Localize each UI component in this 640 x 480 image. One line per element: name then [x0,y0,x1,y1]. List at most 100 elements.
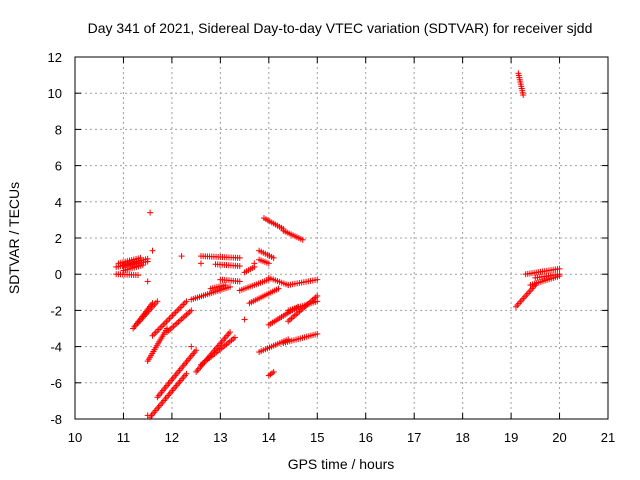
data-point [265,260,272,267]
grid-lines [75,57,608,419]
x-tick-label: 20 [552,430,566,445]
data-arc-arc-21 [256,336,292,356]
x-tick-label: 13 [213,430,227,445]
data-point [183,370,190,377]
y-axis-label: SDTVAR / TECUs [6,182,22,294]
data-point [157,324,164,331]
data-point [154,328,161,335]
data-point [188,307,195,314]
data-arc-arc-24 [260,215,287,232]
data-point [152,329,159,336]
y-tick-label: 10 [48,86,62,101]
x-tick-label: 15 [310,430,324,445]
data-point [556,265,563,272]
data-point [314,292,321,299]
data-arc-arc-36 [527,273,563,289]
data-arc-arc-31 [285,298,321,314]
data-point [144,412,151,419]
data-arc-arc-18 [217,276,243,285]
data-arc-arc-33 [256,256,272,267]
data-point [174,307,181,314]
data-point [168,313,175,320]
data-arc-arc-11 [164,307,195,336]
data-point [178,303,185,310]
data-point [181,299,188,306]
data-point [222,282,229,289]
data-point [556,271,563,278]
data-arc-arc-06 [134,298,161,327]
data-point [236,263,243,270]
data-point [149,247,156,254]
y-tick-label: 2 [55,231,62,246]
data-arc-arc-16 [212,261,243,270]
data-point [163,318,170,325]
x-tick-label: 11 [117,430,131,445]
x-tick-label: 14 [262,430,276,445]
data-arc-arc-08 [154,347,200,401]
y-tick-label: -8 [50,412,62,427]
x-axis-label: GPS time / hours [288,456,395,472]
data-arc-arc-04 [120,262,146,274]
data-arc-arc-28 [285,276,321,289]
data-point [144,278,151,285]
data-point [314,330,321,337]
data-arc-arc-14 [188,283,234,303]
data-point [139,262,146,269]
y-tick-label: -6 [50,376,62,391]
x-tick-label: 17 [407,430,421,445]
x-tick-label: 10 [68,430,82,445]
x-tick-label: 19 [504,430,518,445]
data-point [251,260,258,267]
data-point [155,326,162,333]
data-point [169,312,176,319]
data-arc-arc-35 [512,282,539,310]
data-arc-arc-34 [120,255,151,269]
data-arc-arc-26 [256,247,277,261]
data-arc-arc-29 [280,330,321,346]
data-point [236,254,243,261]
data-point [197,260,204,267]
data-point [270,368,277,375]
data-arc-arc-02 [113,271,141,279]
data-arc-arc-13 [197,334,238,368]
data-arc-arc-25 [280,227,306,243]
y-tick-label: 6 [55,159,62,174]
data-arc-arc-12 [193,329,234,375]
data-point [275,285,282,292]
data-point [193,347,200,354]
data-point [180,301,187,308]
data-point [227,283,234,290]
data-arc-arc-15 [197,253,243,261]
data-arc-arc-38 [532,271,563,281]
data-point [144,255,151,262]
y-tick-label: 8 [55,122,62,137]
data-arc-arc-17 [207,282,229,292]
data-arc-arc-10 [149,298,190,339]
chart-title: Day 341 of 2021, Sidereal Day-to-day VTE… [88,20,593,36]
data-arc-arc-07 [147,370,190,421]
y-tick-label: -2 [50,303,62,318]
data-point [314,276,321,283]
data-point [178,253,185,260]
data-arc-arc-37 [522,265,563,278]
data-point [172,309,179,316]
data-point [154,298,161,305]
data-point [299,236,306,243]
y-tick-label: -4 [50,340,62,355]
data-marks [113,70,563,421]
y-tick-label: 0 [55,267,62,282]
data-point [270,254,277,261]
data-point [149,332,156,339]
data-point [166,315,173,322]
tick-labels: 10 11 12 13 14 15 16 17 18 19 20 21 -8 -6 -4 -2 0 2 4 6 8 10 1… [48,50,616,445]
x-tick-label: 18 [455,430,469,445]
data-point [164,317,171,324]
y-tick-label: 12 [48,50,62,65]
data-arc-arc-19 [236,276,272,294]
data-point [231,334,238,341]
data-point [175,306,182,313]
data-arc-arc-32 [241,263,258,276]
data-point [160,321,167,328]
